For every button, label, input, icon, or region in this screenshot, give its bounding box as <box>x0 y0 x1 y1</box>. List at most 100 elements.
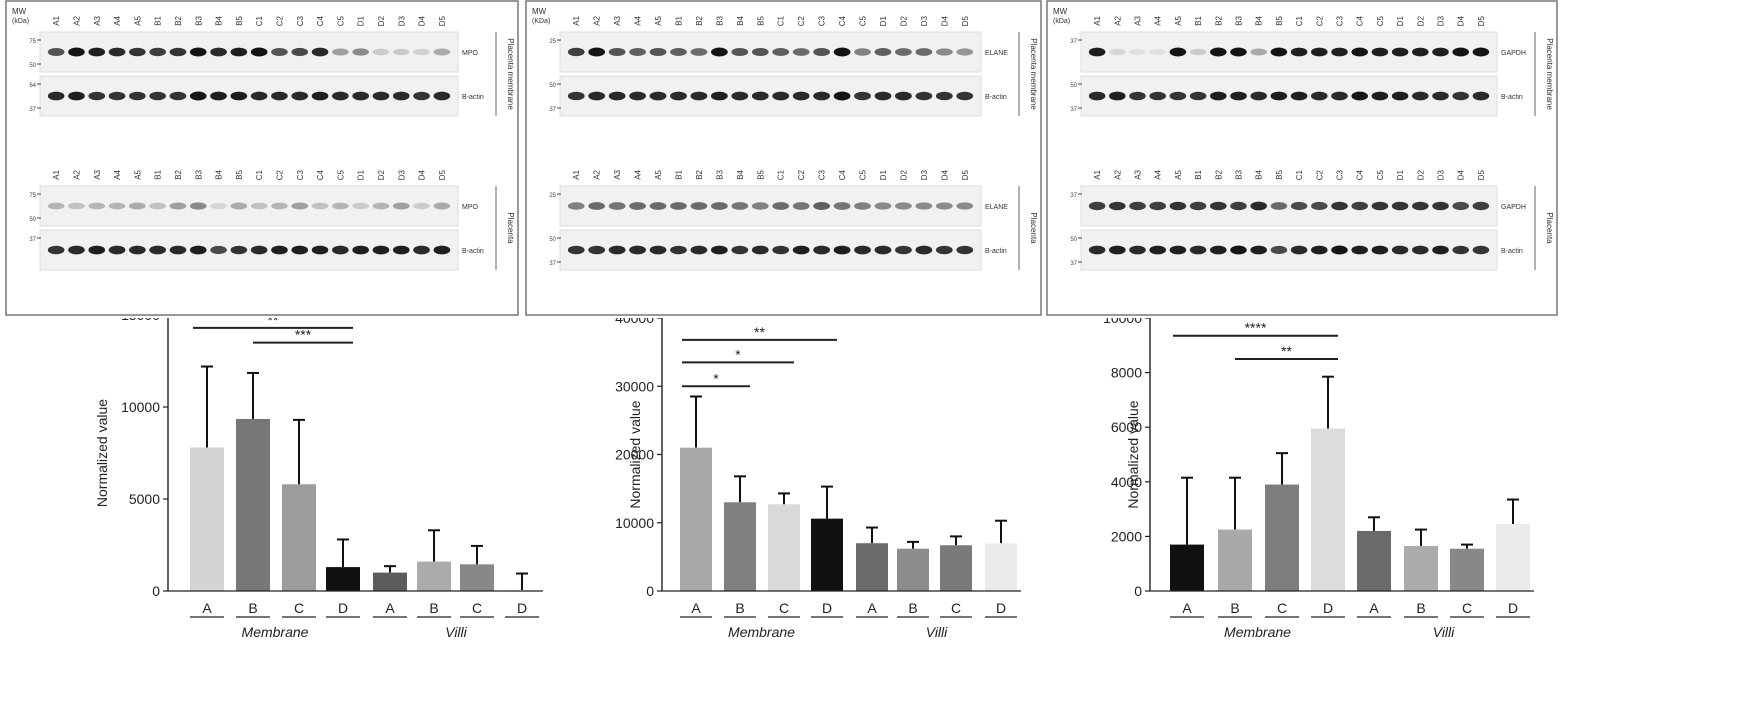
bar <box>680 447 712 591</box>
protein-band <box>1230 91 1247 101</box>
protein-band <box>149 245 166 255</box>
protein-band <box>1311 47 1328 57</box>
protein-band <box>895 91 912 101</box>
protein-band <box>433 91 451 101</box>
protein-band <box>1331 91 1348 101</box>
group-label-villi: Villi <box>1433 624 1455 640</box>
protein-band <box>874 48 892 56</box>
protein-band <box>956 48 974 56</box>
protein-band <box>1210 91 1227 101</box>
lane-label: B5 <box>756 15 765 25</box>
group-label-membrane: Membrane <box>242 624 309 640</box>
mw-marker: 50 <box>29 217 36 223</box>
protein-band <box>608 202 626 210</box>
tissue-label: Placenta <box>1545 212 1554 244</box>
protein-band <box>588 202 606 210</box>
y-tick-label: 0 <box>152 583 160 599</box>
protein-band <box>588 47 606 57</box>
lane-label: C2 <box>797 169 806 180</box>
lane-label: B1 <box>674 169 683 179</box>
lane-label: A4 <box>1154 169 1163 179</box>
lane-label: A4 <box>634 15 643 25</box>
tissue-label: Placenta membrane <box>506 38 515 110</box>
lane-label: D3 <box>1437 15 1446 26</box>
mw-header: MW <box>1053 7 1068 16</box>
protein-band <box>608 245 626 255</box>
protein-band <box>1088 47 1106 57</box>
lane-label: C2 <box>797 15 806 26</box>
protein-band <box>1088 245 1106 255</box>
lane-label: D4 <box>940 15 949 26</box>
protein-band <box>1452 201 1469 211</box>
protein-band <box>854 202 871 210</box>
protein-band <box>772 202 790 210</box>
protein-band <box>1412 201 1429 211</box>
lane-label: D1 <box>357 169 366 180</box>
protein-band <box>250 202 268 210</box>
lane-label: A5 <box>133 169 142 179</box>
lane-label: D4 <box>1457 169 1466 180</box>
group-label-villi: Villi <box>445 624 467 640</box>
lane-label: D3 <box>397 15 406 26</box>
protein-band <box>1109 245 1126 255</box>
bar <box>190 447 224 591</box>
protein-band <box>751 47 769 57</box>
lane-label: D2 <box>899 15 908 26</box>
protein-band <box>895 245 912 255</box>
lane-label: B3 <box>1235 169 1244 179</box>
lane-label: A3 <box>93 15 102 25</box>
protein-band <box>271 91 288 101</box>
lane-label: D1 <box>357 15 366 26</box>
protein-band <box>1149 48 1166 56</box>
lane-label: A4 <box>634 169 643 179</box>
bar <box>282 484 316 591</box>
lane-label: A2 <box>72 169 81 179</box>
protein-label: GAPDH <box>1501 50 1526 57</box>
lane-label: D5 <box>438 169 447 180</box>
protein-band <box>1432 91 1449 101</box>
protein-band <box>813 245 831 255</box>
western-blot-panels: MW (kDa) A1 A2 A3 A4 A5 B1 B2 B3 B4 B5 C1 C2 C3 C4 C5 D1 D… <box>5 0 1558 316</box>
bar <box>940 545 972 591</box>
protein-band <box>567 91 585 101</box>
lane-label: A1 <box>52 15 61 25</box>
protein-band <box>1290 201 1308 211</box>
lane-label: D4 <box>1457 15 1466 26</box>
protein-band <box>935 202 953 210</box>
protein-band <box>1250 48 1267 56</box>
mw-marker: 37 <box>29 107 36 113</box>
protein-band <box>352 48 369 56</box>
bar <box>856 543 888 591</box>
protein-band <box>649 245 667 255</box>
lane-label: C1 <box>777 169 786 180</box>
mw-marker: 75 <box>29 39 36 45</box>
lane-label: B3 <box>194 169 203 179</box>
protein-band <box>772 245 790 255</box>
protein-band <box>169 91 187 101</box>
lane-label: B1 <box>154 15 163 25</box>
lane-label: A3 <box>613 169 622 179</box>
protein-band <box>854 91 871 101</box>
lane-label: B5 <box>1275 15 1284 25</box>
protein-band <box>792 48 810 56</box>
mw-marker: 25 <box>549 39 556 45</box>
y-tick-label: 10000 <box>1103 318 1142 326</box>
lane-label: D3 <box>397 169 406 180</box>
protein-band <box>271 245 288 255</box>
protein-band <box>271 202 288 210</box>
protein-band <box>108 202 126 210</box>
lane-label: C3 <box>818 15 827 26</box>
protein-label: B-actin <box>985 94 1007 101</box>
protein-band <box>413 48 430 56</box>
protein-band <box>1230 47 1247 57</box>
protein-band <box>567 202 585 210</box>
protein-band <box>792 245 810 255</box>
protein-band <box>751 245 769 255</box>
protein-band <box>649 47 667 57</box>
x-tick-label: B <box>908 600 917 616</box>
protein-band <box>230 47 248 57</box>
protein-band <box>629 245 646 255</box>
x-tick-label: A <box>1369 600 1379 616</box>
protein-band <box>210 47 227 57</box>
protein-band <box>833 202 851 210</box>
